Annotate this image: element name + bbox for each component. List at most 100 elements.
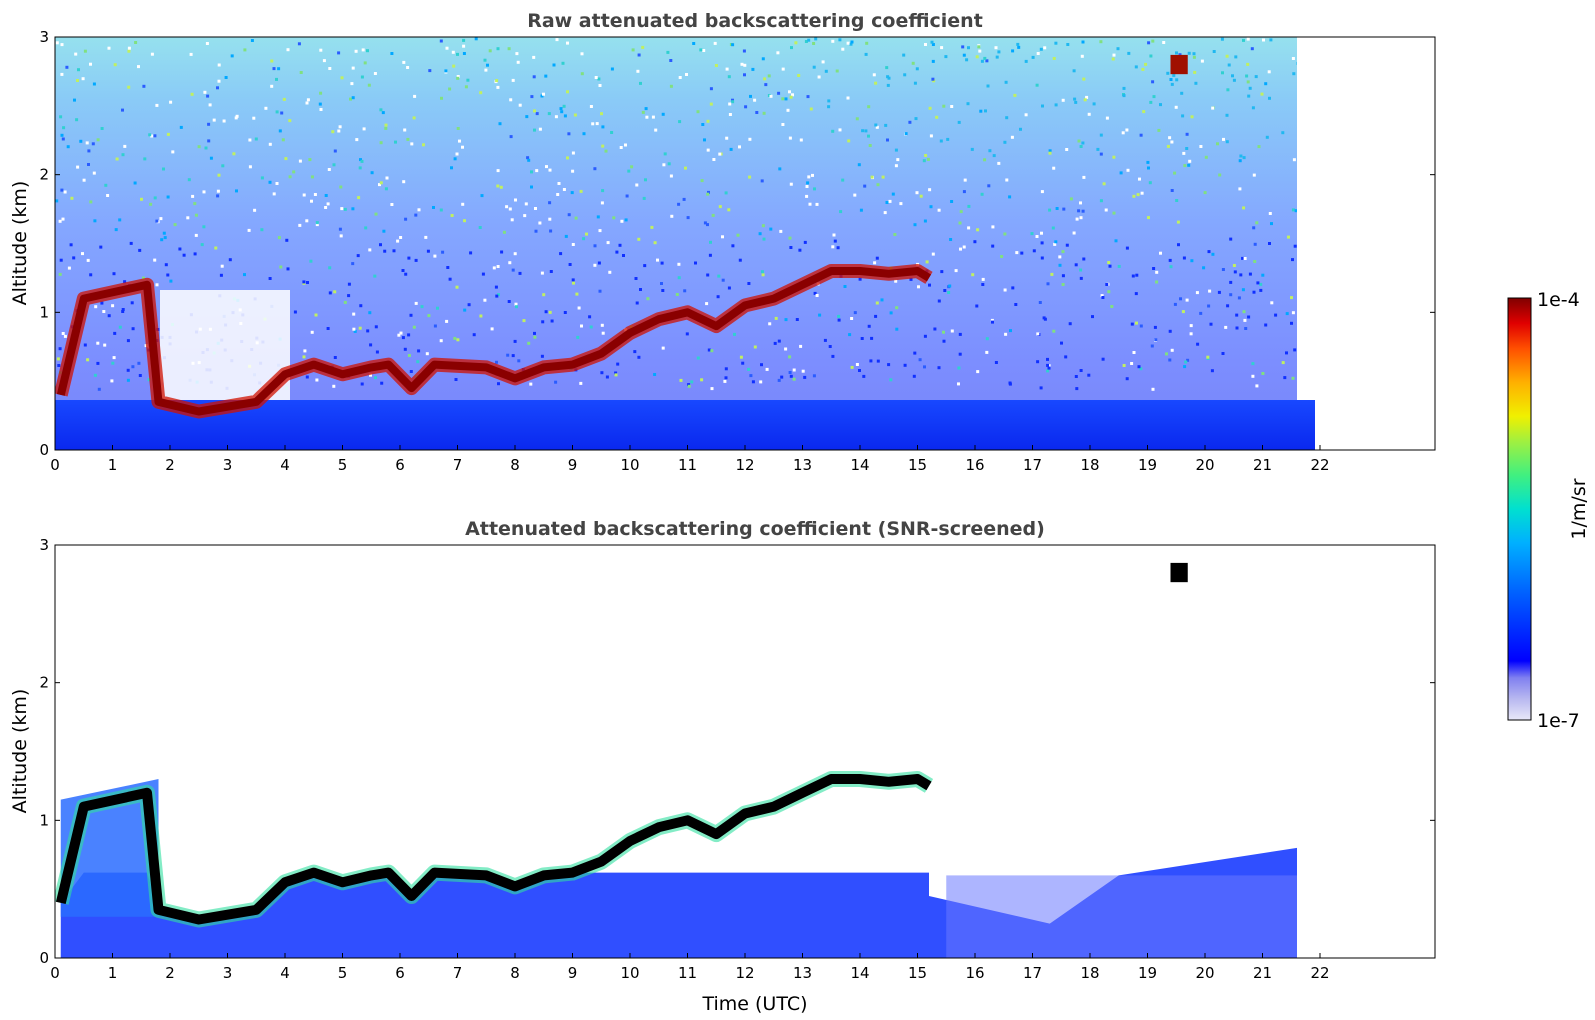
noise-speckle [799,344,803,348]
noise-speckle [1242,310,1246,314]
noise-speckle [937,299,941,303]
noise-speckle [114,228,118,232]
noise-speckle [1053,242,1057,246]
noise-speckle [1251,362,1255,366]
noise-speckle [1209,322,1213,326]
colorbar-max-label: 1e-4 [1537,289,1580,311]
noise-speckle [1239,273,1243,277]
noise-speckle [102,310,106,313]
noise-speckle [1119,171,1123,175]
noise-speckle [748,175,752,179]
noise-speckle [827,99,831,103]
noise-speckle [995,55,999,59]
noise-speckle [1250,47,1254,51]
noise-speckle [522,319,526,323]
noise-speckle [738,145,741,149]
noise-speckle [821,60,825,64]
noise-speckle [194,233,198,237]
noise-speckle [823,338,827,342]
noise-speckle [813,187,816,191]
noise-speckle [1141,67,1145,71]
noise-speckle [700,378,704,382]
noise-speckle [716,295,720,299]
noise-speckle [1168,358,1172,362]
noise-speckle [143,157,147,161]
noise-speckle [991,320,994,324]
noise-speckle [564,234,568,238]
noise-speckle [374,212,378,216]
noise-speckle [337,129,341,133]
noise-speckle [162,231,166,235]
noise-speckle [1003,232,1007,236]
noise-speckle [727,75,731,79]
noise-speckle [706,119,710,123]
noise-speckle [1233,270,1237,274]
noise-speckle [979,109,983,113]
noise-speckle [497,293,500,297]
noise-speckle [112,356,116,360]
noise-speckle [1047,366,1051,370]
noise-speckle [496,184,500,188]
noise-speckle [1294,209,1298,213]
noise-speckle [595,122,599,126]
noise-speckle [328,291,332,295]
noise-speckle [86,258,90,262]
noise-speckle [1262,38,1265,42]
noise-speckle [1054,41,1058,45]
noise-speckle [1150,344,1154,348]
noise-speckle [302,280,306,284]
noise-speckle [540,271,544,275]
noise-speckle [760,363,763,367]
noise-speckle [1186,358,1190,362]
noise-speckle [533,335,537,339]
noise-speckle [724,191,728,195]
noise-speckle [486,63,489,67]
noise-speckle [893,233,897,236]
noise-speckle [343,300,347,304]
cloud-layer-core [55,774,932,925]
noise-speckle [855,363,859,366]
noise-speckle [1225,54,1229,58]
noise-speckle [497,382,500,386]
noise-speckle [747,367,751,371]
noise-speckle [600,201,604,205]
noise-speckle [272,67,276,71]
noise-speckle [104,183,108,187]
noise-speckle [1091,315,1094,319]
noise-speckle [614,373,618,377]
noise-speckle [463,219,466,223]
noise-speckle [293,310,297,314]
noise-speckle [414,301,418,305]
noise-speckle [959,247,962,251]
noise-speckle [216,86,219,90]
noise-speckle [456,76,460,80]
noise-speckle [100,301,104,305]
noise-speckle [1226,88,1230,92]
noise-speckle [121,310,125,313]
noise-speckle [637,355,641,359]
noise-speckle [166,273,170,277]
noise-speckle [815,294,819,297]
noise-speckle [636,69,640,73]
noise-speckle [76,79,79,82]
noise-speckle [1195,291,1199,295]
noise-speckle [1261,273,1265,277]
noise-speckle [572,281,575,285]
noise-speckle [728,113,732,116]
noise-speckle [1229,293,1233,297]
noise-speckle [1247,315,1251,319]
noise-speckle [896,158,900,162]
noise-speckle [980,192,984,196]
noise-speckle [637,237,641,241]
noise-speckle [166,132,170,136]
noise-speckle [1269,38,1273,42]
noise-speckle [305,101,309,105]
noise-speckle [140,197,143,201]
noise-speckle [610,67,614,71]
noise-speckle [441,250,445,254]
noise-speckle [781,123,785,126]
noise-speckle [806,95,810,99]
noise-speckle [1256,281,1260,285]
noise-speckle [933,327,937,331]
